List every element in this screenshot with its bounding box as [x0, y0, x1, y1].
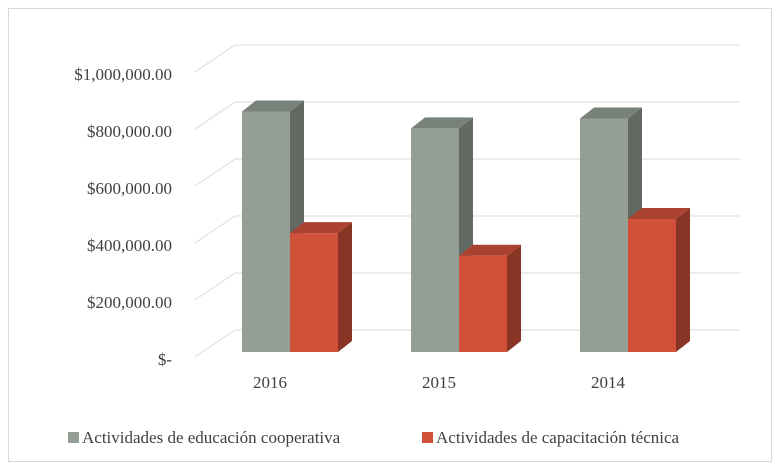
- bar: [628, 218, 676, 352]
- x-tick-label: 2015: [422, 373, 456, 392]
- bar: [290, 233, 338, 352]
- bar-top: [242, 100, 304, 112]
- bar-top: [580, 107, 642, 119]
- y-tick-label: $400,000.00: [87, 236, 172, 255]
- y-tick-label: $600,000.00: [87, 179, 172, 198]
- bar-top: [628, 207, 690, 219]
- legend-swatch: [422, 432, 433, 443]
- y-tick-label: $800,000.00: [87, 122, 172, 141]
- grid-line-depth: [194, 101, 236, 130]
- grid-line-depth: [194, 329, 236, 358]
- grid-line-depth: [194, 158, 236, 187]
- grid-line-depth: [194, 44, 236, 73]
- bar: [411, 128, 459, 352]
- legend-label: Actividades de capacitación técnica: [436, 428, 680, 447]
- bar-top: [411, 117, 473, 129]
- legend-swatch: [68, 432, 79, 443]
- grid-line-depth: [194, 215, 236, 244]
- bar-top: [459, 244, 521, 256]
- bar: [580, 118, 628, 353]
- bar: [242, 111, 290, 352]
- y-tick-label: $-: [158, 350, 173, 369]
- bar-top: [290, 222, 352, 234]
- bar-side: [507, 244, 521, 352]
- y-tick-label: $1,000,000.00: [74, 65, 172, 84]
- x-tick-label: 2014: [591, 373, 626, 392]
- bar-side: [338, 222, 352, 352]
- bar: [459, 255, 507, 352]
- legend-label: Actividades de educación cooperativa: [82, 428, 341, 447]
- bar-side: [676, 207, 690, 352]
- x-tick-label: 2016: [253, 373, 287, 392]
- grid-line-depth: [194, 272, 236, 301]
- y-tick-label: $200,000.00: [87, 293, 172, 312]
